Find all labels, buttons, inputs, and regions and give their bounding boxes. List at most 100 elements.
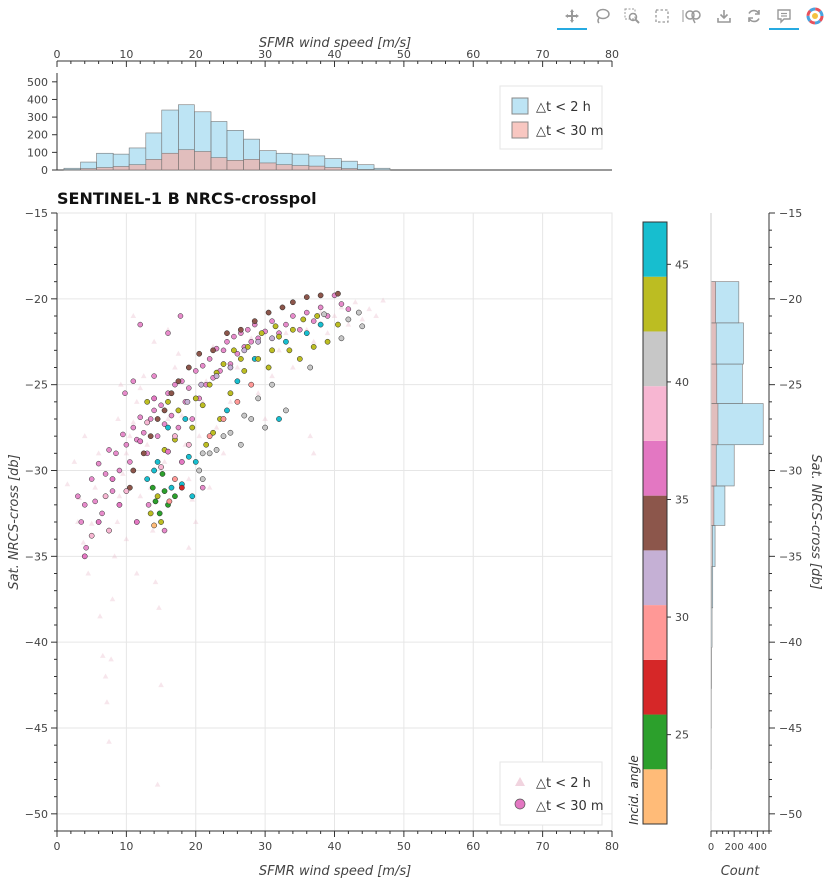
scatter-point-30m — [224, 339, 230, 345]
scatter-point-incidence — [234, 398, 241, 405]
top-y-tick-label: 300 — [27, 111, 48, 124]
scatter-point-2h — [92, 484, 98, 490]
save-tool[interactable] — [709, 3, 739, 29]
scatter-point-incidence — [154, 416, 161, 422]
scatter-point-2h — [88, 520, 95, 526]
scatter-point-incidence — [175, 407, 182, 414]
scatter-point-30m — [317, 304, 324, 311]
scatter-point-incidence — [95, 519, 102, 525]
right-x-tick-label: 400 — [748, 842, 767, 853]
box-select-tool[interactable] — [647, 3, 677, 29]
scatter-point-incidence — [189, 493, 196, 500]
scatter-point-incidence — [265, 364, 272, 371]
box-select-icon — [655, 9, 669, 23]
scatter-point-2h — [85, 570, 92, 576]
scatter-point-incidence — [152, 498, 159, 505]
scatter-point-incidence — [279, 304, 286, 311]
scatter-point-30m — [116, 467, 123, 474]
scatter-point-30m — [231, 333, 237, 340]
scatter-point-30m — [345, 306, 352, 312]
colorbar-block — [643, 276, 667, 332]
top-bar-30m — [145, 159, 163, 171]
scatter-point-30m — [102, 471, 109, 477]
hover-tool[interactable] — [769, 3, 799, 30]
scatter-point-2h — [106, 738, 112, 744]
scatter-point-30m — [147, 416, 154, 422]
scatter-point-incidence — [255, 356, 262, 362]
wheel-zoom-tool[interactable] — [677, 3, 707, 29]
main-y-tick-label: −25 — [25, 379, 48, 392]
scatter-point-30m — [186, 385, 192, 391]
right-histogram-x-axis: 0 200 400 — [708, 830, 770, 853]
scatter-point-incidence — [296, 356, 303, 362]
right-histogram-x-label: Count — [721, 864, 761, 879]
scatter-point-2h — [104, 699, 110, 705]
colorbar-block — [643, 222, 667, 277]
scatter-point-2h — [199, 398, 206, 404]
scatter-point-30m — [193, 368, 199, 374]
scatter-point-incidence — [199, 402, 206, 409]
scatter-point-incidence — [126, 484, 133, 491]
scatter-point-30m — [290, 313, 296, 319]
main-x-axis: 0 10 20 30 40 50 60 70 80 — [54, 830, 619, 853]
scatter-point-2h — [276, 347, 282, 353]
main-legend-label-2h: △t < 2 h — [536, 776, 591, 791]
top-histogram: SFMR wind speed [m/s] 0 10 20 30 40 50 60 70 80 … — [27, 36, 619, 177]
box-zoom-tool[interactable] — [617, 3, 647, 29]
pan-tool[interactable] — [557, 3, 587, 30]
scatter-point-incidence — [123, 488, 130, 494]
scatter-point-incidence — [276, 333, 282, 340]
chart-title: SENTINEL-1 B NRCS-crosspol — [57, 189, 317, 208]
scatter-point-incidence — [213, 447, 220, 453]
scatter-point-incidence — [241, 347, 248, 354]
colorbar-block — [643, 769, 667, 824]
scatter-point-2h — [133, 570, 140, 576]
scatter-point-2h — [118, 381, 124, 387]
top-histogram-x-axis: 0 10 20 30 40 50 60 70 80 — [54, 48, 619, 67]
scatter-point-incidence — [276, 416, 282, 422]
top-x-tick-label: 10 — [119, 48, 133, 61]
scatter-point-incidence — [265, 309, 272, 316]
reset-tool[interactable] — [739, 3, 769, 29]
scatter-point-2h — [149, 527, 156, 533]
top-bar-30m — [341, 168, 358, 171]
scatter-point-incidence — [133, 519, 140, 525]
scatter-point-2h — [172, 364, 178, 370]
scatter-point-30m — [151, 373, 157, 379]
scatter-point-2h — [130, 313, 137, 318]
scatter-point-incidence — [172, 493, 178, 500]
scatter-point-incidence — [227, 390, 234, 397]
scatter-point-2h — [324, 330, 331, 336]
colorbar-block — [643, 440, 667, 496]
scatter-point-2h — [116, 493, 123, 499]
scatter-point-30m — [269, 318, 275, 324]
scatter-point-2h — [189, 496, 196, 502]
scatter-point-incidence — [269, 347, 275, 354]
scatter-point-30m — [304, 309, 310, 316]
scatter-point-30m — [123, 442, 130, 448]
scatter-point-2h — [359, 316, 366, 322]
scatter-point-30m — [338, 301, 345, 307]
bokeh-logo[interactable] — [800, 3, 825, 29]
scatter-point-incidence — [185, 364, 192, 371]
scatter-point-2h — [175, 350, 182, 356]
scatter-point-2h — [248, 335, 255, 341]
move-icon — [565, 9, 579, 23]
scatter-point-incidence — [220, 361, 227, 367]
scatter-point-incidence — [109, 476, 116, 482]
scatter-point-incidence — [179, 484, 185, 491]
scatter-point-2h — [133, 398, 140, 404]
scatter-point-incidence — [172, 433, 178, 440]
right-y-tick-label: −30 — [779, 465, 802, 478]
lasso-select-tool[interactable] — [587, 3, 617, 29]
right-histogram: −15 −20 −25 −30 −35 −40 −45 −50 0 200 400 Count S… — [708, 207, 823, 879]
scatter-point-incidence — [237, 326, 244, 333]
scatter-point-incidence — [248, 381, 255, 388]
save-icon — [717, 10, 731, 23]
colorbar-frame — [642, 221, 668, 825]
scatter-point-incidence — [158, 519, 164, 525]
scatter-point-incidence — [149, 484, 156, 491]
scatter-point-2h — [165, 326, 171, 332]
scatter-point-2h — [234, 364, 241, 370]
scatter-point-incidence — [161, 488, 168, 494]
